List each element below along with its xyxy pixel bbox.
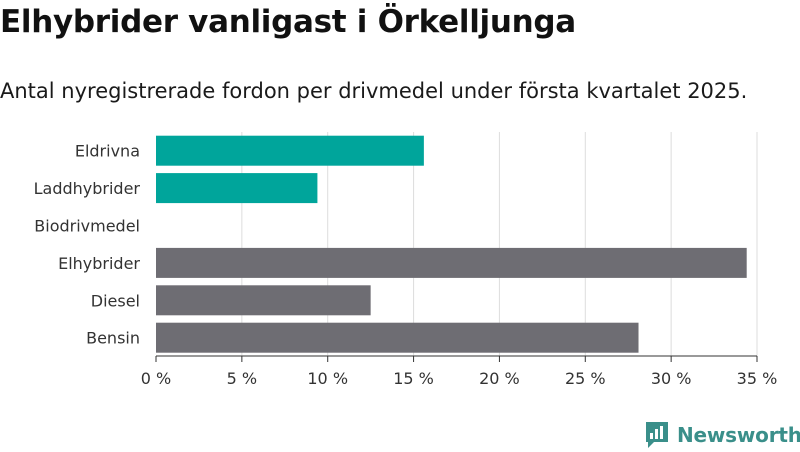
- category-label: Diesel: [91, 291, 140, 310]
- x-tick-label: 0 %: [141, 369, 171, 388]
- x-tick-label: 35 %: [737, 369, 778, 388]
- bar-elhybrider: [156, 247, 747, 278]
- x-tick-label: 10 %: [307, 369, 348, 388]
- chart-title: Elhybrider vanligast i Örkelljunga: [0, 4, 576, 40]
- category-label: Eldrivna: [75, 142, 140, 161]
- bar-chart: Eldrivna Laddhybrider Biodrivmedel Elhybrid…: [34, 132, 778, 388]
- x-tick-label: 5 %: [227, 369, 257, 388]
- category-label: Biodrivmedel: [34, 217, 140, 236]
- newsworthy-logo-icon: [646, 422, 668, 448]
- x-tick-label: 25 %: [565, 369, 606, 388]
- bar-diesel: [156, 285, 371, 316]
- bar-bensin: [156, 322, 639, 353]
- brand-logo: Newsworthy: [644, 418, 800, 452]
- category-label: Laddhybrider: [34, 179, 141, 198]
- category-label: Bensin: [86, 329, 140, 348]
- x-tick-label: 20 %: [479, 369, 520, 388]
- category-label: Elhybrider: [58, 254, 140, 273]
- bar-laddhybrider: [156, 173, 318, 204]
- bar-eldrivna: [156, 135, 424, 166]
- brand-name: Newsworthy: [677, 423, 800, 447]
- x-tick-label: 15 %: [393, 369, 434, 388]
- chart-subtitle: Antal nyregistrerade fordon per drivmede…: [0, 79, 748, 103]
- x-tick-label: 30 %: [651, 369, 692, 388]
